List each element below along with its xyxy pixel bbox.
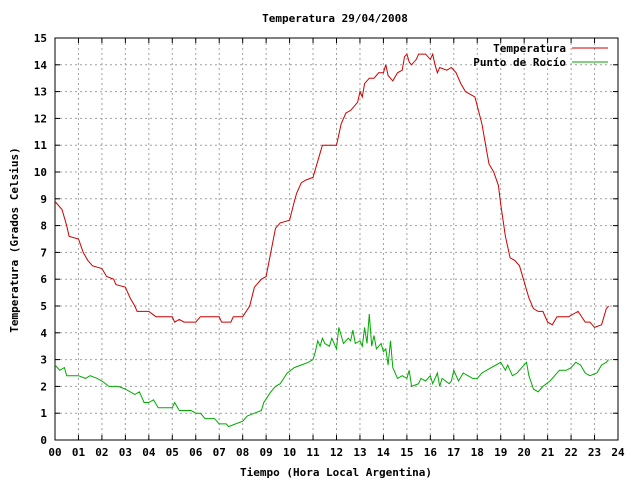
y-tick-label: 13 — [34, 86, 47, 99]
y-tick-label: 15 — [34, 32, 47, 45]
x-tick-label: 03 — [119, 446, 132, 459]
x-tick-label: 11 — [306, 446, 320, 459]
x-tick-label: 08 — [236, 446, 249, 459]
legend-label: Temperatura — [493, 42, 566, 55]
y-tick-label: 5 — [40, 300, 47, 313]
y-tick-label: 0 — [40, 434, 47, 447]
y-tick-label: 4 — [40, 327, 47, 340]
x-tick-label: 05 — [166, 446, 179, 459]
y-tick-label: 6 — [40, 273, 47, 286]
y-tick-label: 11 — [34, 139, 48, 152]
y-axis-label: Temperatura (Grados Celsius) — [8, 147, 21, 332]
x-tick-label: 13 — [353, 446, 366, 459]
x-tick-label: 24 — [611, 446, 625, 459]
x-tick-label: 10 — [283, 446, 296, 459]
y-tick-label: 12 — [34, 112, 47, 125]
x-tick-label: 21 — [541, 446, 555, 459]
x-tick-label: 14 — [377, 446, 391, 459]
y-tick-label: 2 — [40, 380, 47, 393]
x-tick-label: 18 — [471, 446, 484, 459]
x-tick-label: 00 — [48, 446, 61, 459]
series-line-temperatura — [54, 52, 609, 328]
x-tick-label: 04 — [142, 446, 156, 459]
y-tick-label: 14 — [34, 59, 48, 72]
series-group — [54, 52, 609, 428]
chart-title: Temperatura 29/04/2008 — [262, 12, 408, 25]
y-tick-label: 9 — [40, 193, 47, 206]
x-tick-label: 02 — [95, 446, 108, 459]
x-tick-label: 19 — [494, 446, 507, 459]
y-tick-label: 1 — [40, 407, 47, 420]
x-axis-label: Tiempo (Hora Local Argentina) — [240, 466, 432, 479]
x-tick-label: 09 — [260, 446, 273, 459]
y-tick-label: 3 — [40, 354, 47, 367]
y-tick-label: 8 — [40, 220, 47, 233]
x-tick-label: 23 — [588, 446, 601, 459]
x-tick-label: 01 — [72, 446, 86, 459]
x-tick-label: 17 — [447, 446, 460, 459]
y-tick-label: 10 — [34, 166, 47, 179]
x-tick-label: 07 — [213, 446, 226, 459]
x-tick-label: 12 — [330, 446, 343, 459]
legend-label: Punto de Rocío — [473, 56, 566, 69]
x-tick-label: 06 — [189, 446, 203, 459]
series-line-punto-de-rocio — [54, 313, 609, 428]
x-tick-label: 22 — [564, 446, 577, 459]
grid — [55, 38, 618, 440]
x-tick-label: 15 — [400, 446, 413, 459]
x-tick-label: 20 — [518, 446, 531, 459]
x-tick-label: 16 — [424, 446, 438, 459]
y-tick-label: 7 — [40, 246, 47, 259]
